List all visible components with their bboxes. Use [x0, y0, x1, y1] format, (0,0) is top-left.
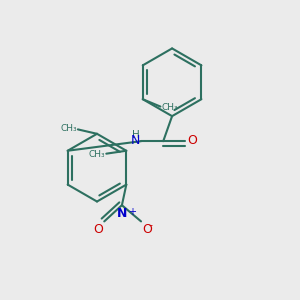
Text: O: O [93, 223, 103, 236]
Text: CH₃: CH₃ [88, 150, 105, 159]
Text: +: + [128, 207, 136, 217]
Text: -: - [148, 220, 152, 230]
Text: CH₃: CH₃ [162, 103, 178, 112]
Text: H: H [132, 130, 140, 140]
Text: N: N [130, 134, 140, 147]
Text: O: O [142, 223, 152, 236]
Text: CH₃: CH₃ [60, 124, 77, 133]
Text: N: N [117, 207, 127, 220]
Text: O: O [187, 134, 197, 147]
